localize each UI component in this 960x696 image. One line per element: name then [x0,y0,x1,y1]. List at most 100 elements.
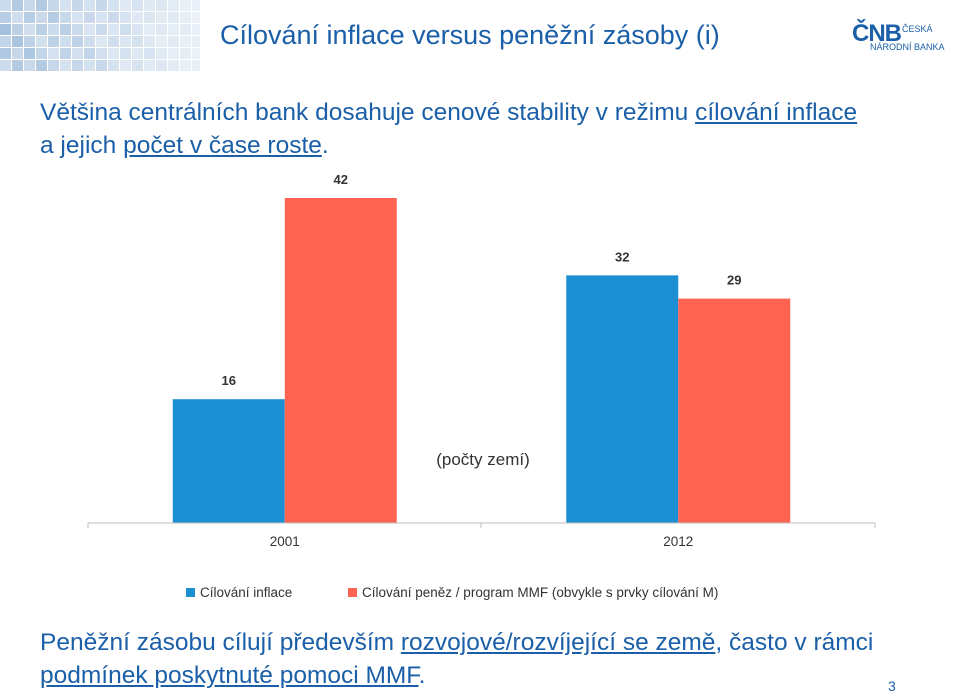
mosaic-tile [144,12,155,23]
bottom-part-3: . [418,662,426,689]
mosaic-tile [60,12,71,23]
mosaic-tile [180,60,191,71]
mosaic-tile [24,36,35,47]
legend-label-2: Cílování peněz / program MMF (obvykle s … [362,585,719,600]
mosaic-tile [156,36,167,47]
mosaic-tile [108,0,119,11]
mosaic-tile [120,0,131,11]
mosaic-tile [12,48,23,59]
data-label: 42 [334,172,348,187]
mosaic-tile [72,0,83,11]
mosaic-tile [84,60,95,71]
mosaic-tile [96,36,107,47]
mosaic-tile [168,36,179,47]
mosaic-tile [192,36,200,47]
mosaic-tile [120,48,131,59]
bottom-part-2: , často v rámci [715,629,874,656]
mosaic-tile [168,0,179,11]
mosaic-tile [120,12,131,23]
logo-line-2: NÁRODNÍ BANKA [870,42,945,52]
mosaic-tile [144,0,155,11]
mosaic-tile [0,36,11,47]
mosaic-tile [192,60,200,71]
mosaic-tile [72,12,83,23]
mosaic-tile [60,60,71,71]
mosaic-tile [36,36,47,47]
slide-title: Cílování inflace versus peněžní zásoby (… [220,20,720,50]
mosaic-tile [144,24,155,35]
legend-item-2: Cílování peněz / program MMF (obvykle s … [348,585,718,600]
mosaic-tile [96,60,107,71]
mosaic-tile [108,36,119,47]
mosaic-tile [12,0,23,11]
intro-text: Většina centrálních bank dosahuje cenové… [40,96,930,162]
mosaic-tile [108,48,119,59]
legend-label-1: Cílování inflace [200,585,293,600]
mosaic-tile [96,0,107,11]
intro-link-1[interactable]: cílování inflace [695,99,858,126]
mosaic-tile [36,24,47,35]
page-number: 3 [888,678,896,694]
bottom-part-1: Peněžní zásobu cílují především [40,629,401,656]
logo-line-1: ČESKÁ [902,24,933,34]
bar-chart: 16 42 2001 32 29 2012 (počty zemí) [87,172,876,549]
mosaic-tile [132,0,143,11]
intro-part-1: Většina centrálních bank dosahuje cenové… [40,99,696,126]
cnb-logo: ČNB ČESKÁ NÁRODNÍ BANKA [852,18,952,58]
mosaic-tile [72,36,83,47]
mosaic-tile [132,36,143,47]
mosaic-tile [120,36,131,47]
mosaic-tile [168,24,179,35]
mosaic-tile [180,12,191,23]
mosaic-tile [48,12,59,23]
mosaic-tile [60,48,71,59]
mosaic-tile [48,48,59,59]
mosaic-tile [36,12,47,23]
mosaic-tile [168,48,179,59]
mosaic-tile [24,48,35,59]
bottom-link-1[interactable]: rozvojové/rozvíjející se země [400,629,716,656]
mosaic-tile [0,48,11,59]
mosaic-tile [120,60,131,71]
slide-header: Cílování inflace versus peněžní zásoby (… [0,0,960,78]
mosaic-tile [144,48,155,59]
mosaic-tile [72,48,83,59]
mosaic-tile [84,48,95,59]
mosaic-tile [12,24,23,35]
mosaic-tile [96,48,107,59]
mosaic-tile [12,12,23,23]
legend-swatch-2 [348,588,357,597]
mosaic-tile [108,60,119,71]
mosaic-tile [36,0,47,11]
intro-part-2: a jejich [40,132,124,159]
mosaic-tile [180,0,191,11]
mosaic-tile [192,0,200,11]
bottom-link-2[interactable]: podmínek poskytnuté pomoci MMF [40,662,419,689]
mosaic-tile [72,60,83,71]
mosaic-tile [60,36,71,47]
bar-2001-series-2 [284,198,397,523]
bar-2012-series-1 [566,275,679,523]
mosaic-tile [180,48,191,59]
legend-item-1: Cílování inflace [186,585,292,600]
intro-link-2[interactable]: počet v čase roste [123,132,322,159]
logo-mark: ČNB [852,20,902,47]
mosaic-tile [72,24,83,35]
mosaic-tile [48,0,59,11]
mosaic-tile [96,12,107,23]
mosaic-tile [156,60,167,71]
mosaic-tile [132,48,143,59]
mosaic-tile [24,60,35,71]
intro-part-3: . [321,132,329,159]
mosaic-tile [36,48,47,59]
mosaic-tile [120,24,131,35]
mosaic-tile [144,60,155,71]
mosaic-tile [156,48,167,59]
mosaic-tile [0,24,11,35]
mosaic-tile [132,24,143,35]
mosaic-tile [84,12,95,23]
chart-annotation: (počty zemí) [436,450,530,469]
mosaic-tile [156,12,167,23]
mosaic-tile [48,60,59,71]
mosaic-tile [156,0,167,11]
